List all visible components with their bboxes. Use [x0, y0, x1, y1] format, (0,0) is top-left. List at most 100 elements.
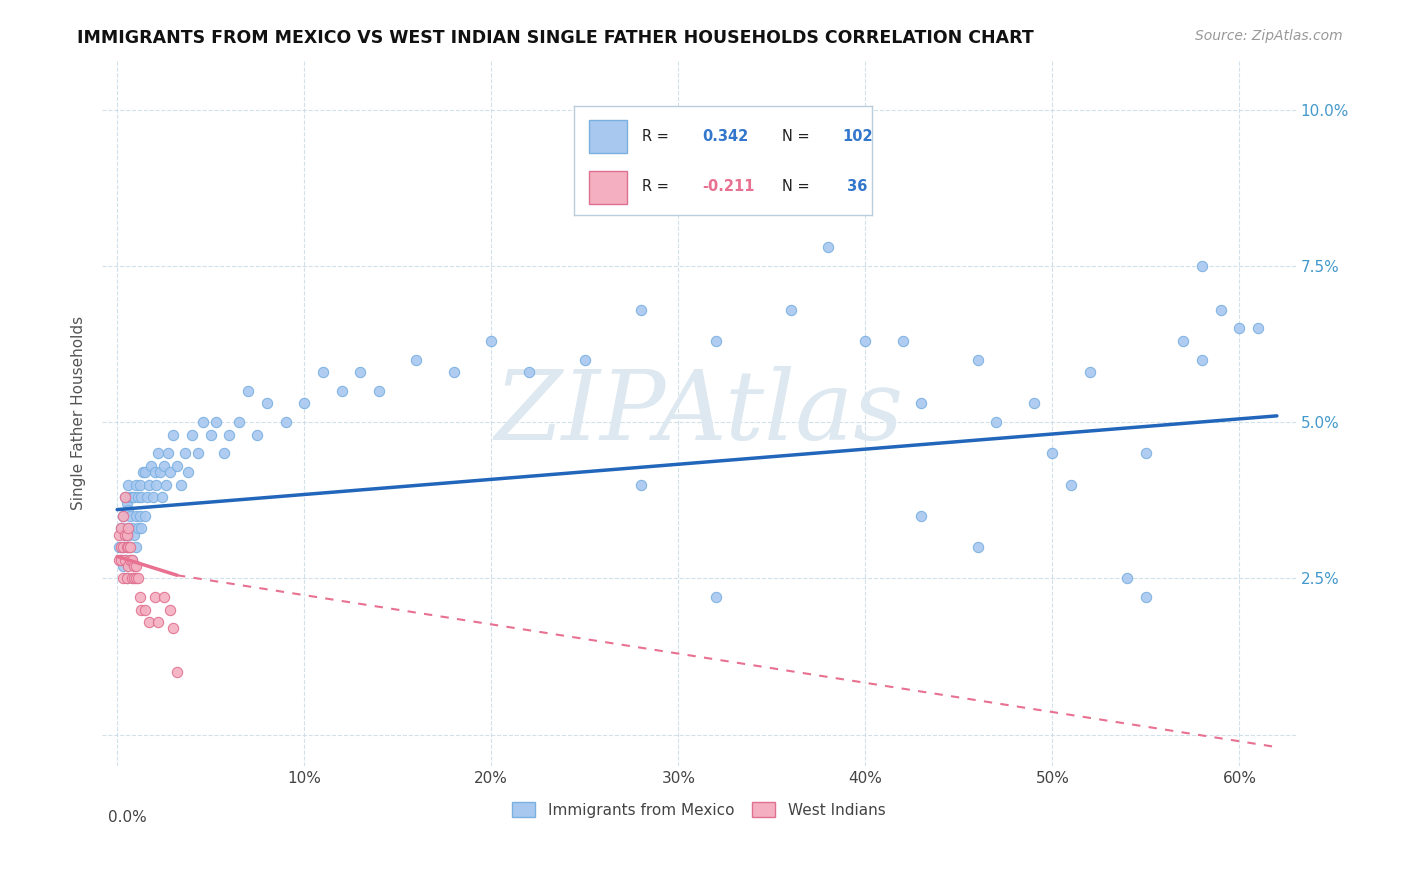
Point [115, 527, 138, 541]
Point [228, 415, 250, 429]
Point [121, 571, 143, 585]
Point [120, 540, 142, 554]
Point [156, 446, 179, 460]
Point [1135, 446, 1157, 460]
Point [150, 490, 173, 504]
Point [110, 521, 132, 535]
Point [153, 590, 176, 604]
Point [111, 571, 134, 585]
Point [138, 477, 160, 491]
Point [704, 334, 727, 348]
Point [125, 477, 148, 491]
Point [128, 508, 150, 523]
Point [131, 521, 153, 535]
Point [117, 540, 139, 554]
Point [205, 415, 228, 429]
Y-axis label: Single Father Households: Single Father Households [72, 316, 86, 510]
Point [177, 465, 200, 479]
Point [120, 508, 142, 523]
Point [405, 352, 427, 367]
Point [1022, 396, 1045, 410]
Point [145, 477, 167, 491]
Point [246, 427, 269, 442]
Point [162, 621, 184, 635]
Point [1078, 365, 1101, 379]
Point [117, 477, 139, 491]
Point [910, 396, 932, 410]
Point [111, 508, 134, 523]
Point [115, 571, 138, 585]
Point [121, 552, 143, 566]
Point [274, 415, 297, 429]
Point [1042, 446, 1064, 460]
Point [125, 540, 148, 554]
Point [128, 590, 150, 604]
Point [114, 527, 136, 541]
Legend: Immigrants from Mexico, West Indians: Immigrants from Mexico, West Indians [505, 794, 893, 825]
Point [122, 558, 145, 573]
Point [108, 540, 131, 554]
Point [122, 571, 145, 585]
Point [114, 527, 136, 541]
Point [312, 365, 335, 379]
Point [170, 477, 193, 491]
Point [1116, 571, 1139, 585]
Point [479, 334, 502, 348]
Point [704, 590, 727, 604]
Point [114, 552, 136, 566]
Point [120, 540, 142, 554]
Point [200, 427, 222, 442]
Point [117, 502, 139, 516]
Point [139, 458, 162, 473]
Point [122, 490, 145, 504]
Point [148, 446, 170, 460]
Point [111, 540, 134, 554]
Point [910, 508, 932, 523]
Point [292, 396, 315, 410]
Point [330, 384, 353, 398]
Point [1247, 321, 1270, 335]
Point [127, 521, 149, 535]
Text: Source: ZipAtlas.com: Source: ZipAtlas.com [1195, 29, 1343, 43]
Point [1209, 302, 1232, 317]
Point [1173, 334, 1195, 348]
Point [256, 396, 278, 410]
Point [148, 615, 170, 629]
Point [891, 334, 914, 348]
Point [443, 365, 465, 379]
Point [120, 552, 142, 566]
Point [853, 334, 876, 348]
Point [236, 384, 259, 398]
Point [127, 490, 149, 504]
Point [1191, 259, 1213, 273]
Point [122, 527, 145, 541]
Point [212, 446, 235, 460]
Text: ZIPAtlas: ZIPAtlas [495, 366, 904, 459]
Point [125, 558, 148, 573]
Point [117, 527, 139, 541]
Point [136, 490, 159, 504]
Point [128, 477, 150, 491]
Point [1229, 321, 1251, 335]
Point [108, 527, 131, 541]
Point [143, 590, 166, 604]
Point [173, 446, 195, 460]
Point [1135, 590, 1157, 604]
Point [193, 415, 215, 429]
Point [134, 508, 156, 523]
Point [517, 365, 540, 379]
Point [115, 540, 138, 554]
Point [117, 521, 139, 535]
Point [149, 465, 172, 479]
Point [181, 427, 204, 442]
Point [574, 352, 596, 367]
Point [120, 490, 142, 504]
Point [131, 602, 153, 616]
Point [131, 490, 153, 504]
Point [966, 540, 988, 554]
Point [349, 365, 371, 379]
Point [108, 552, 131, 566]
Point [114, 552, 136, 566]
Point [115, 540, 138, 554]
Point [114, 490, 136, 504]
